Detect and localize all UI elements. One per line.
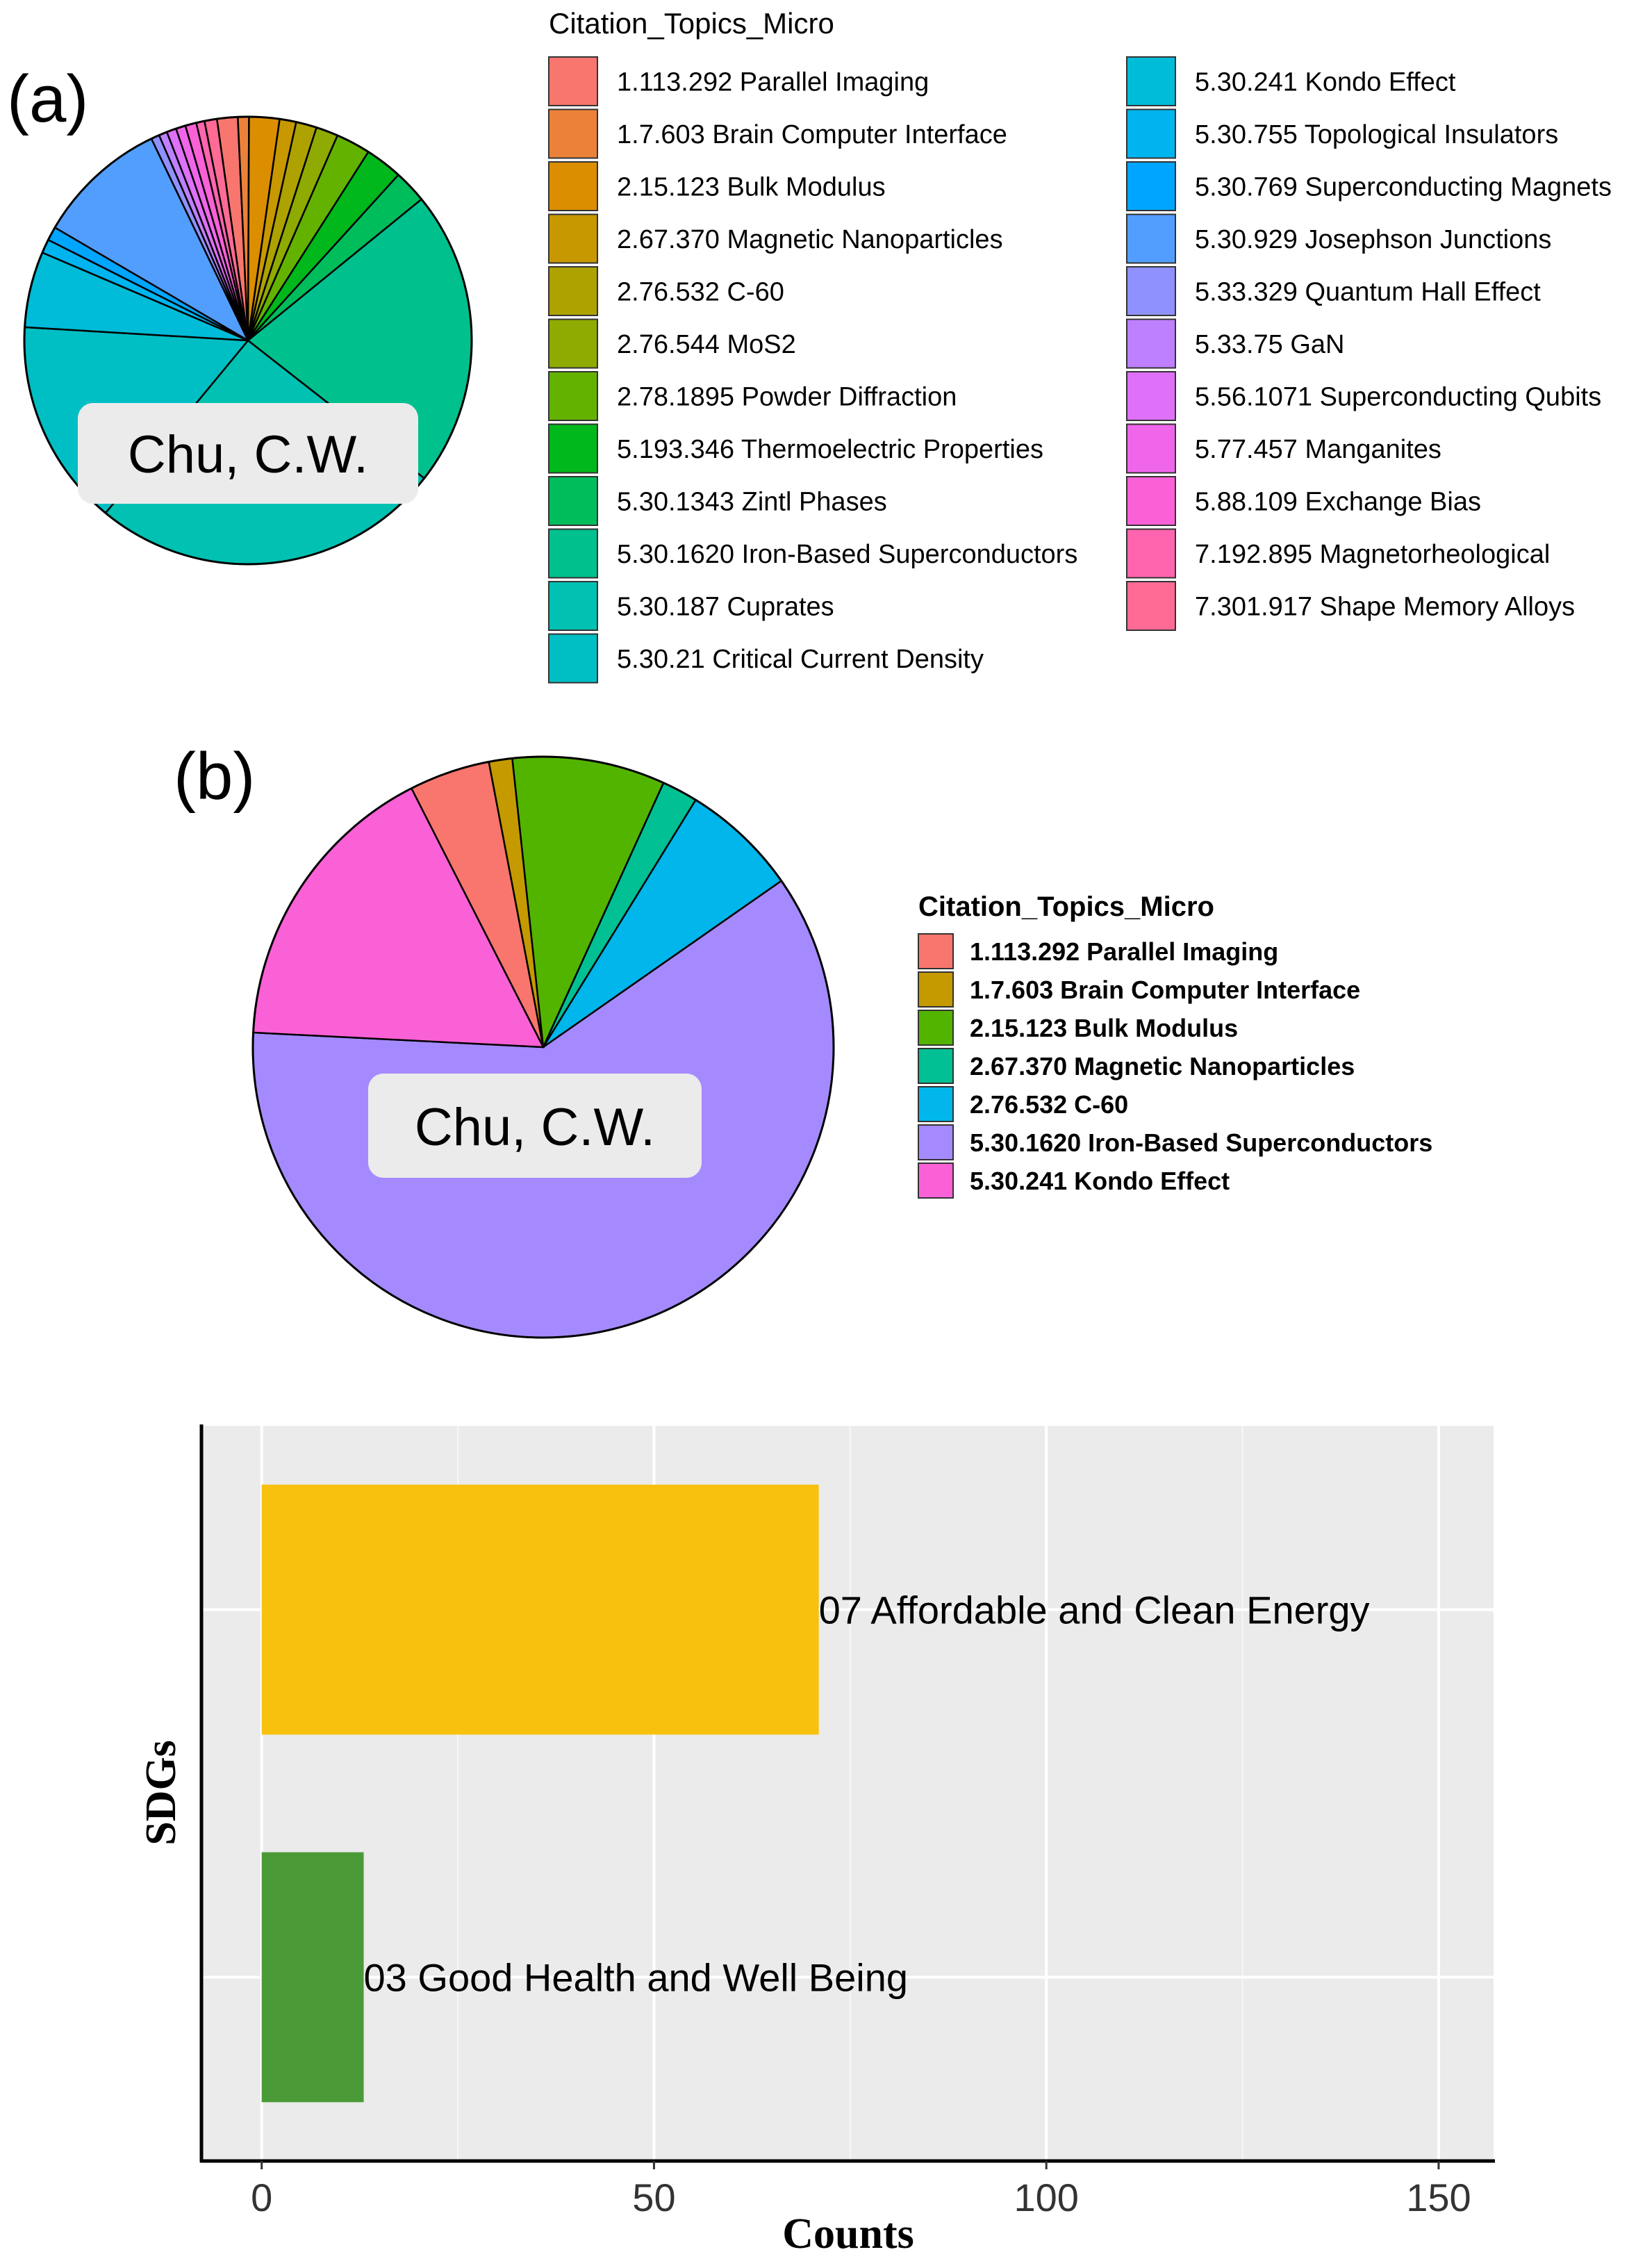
legend-a-label-5-30-1620-iron-based-superconductors: 5.30.1620 Iron-Based Superconductors xyxy=(617,540,1077,569)
x-ticks: 0 50 100 150 xyxy=(251,2161,1471,2219)
legend-a-label-2-76-532-c-60: 2.76.532 C-60 xyxy=(617,278,784,307)
legend-a-key-5-30-187-cuprates xyxy=(548,581,598,631)
legend-a-key-5-56-1071-superconducting-qubits xyxy=(1126,371,1176,421)
legend-a-label-5-30-929-josephson-junctions: 5.30.929 Josephson Junctions xyxy=(1195,225,1551,254)
legend-b-key-5-30-241-kondo-effect xyxy=(918,1162,954,1199)
legend-a-label-5-56-1071-superconducting-qubits: 5.56.1071 Superconducting Qubits xyxy=(1195,383,1601,412)
legend-a-key-1-113-292-parallel-imaging xyxy=(548,56,598,106)
legend-b-label-1-7-603-brain-computer-interface: 1.7.603 Brain Computer Interface xyxy=(970,976,1360,1004)
pie-a xyxy=(23,115,473,566)
legend-a-key-5-30-755-topological-insulators xyxy=(1126,108,1176,159)
legend-b-key-5-30-1620-iron-based-superconductors xyxy=(918,1124,954,1160)
pie-b-outline xyxy=(251,755,835,1339)
legend-b-key-1-7-603-brain-computer-interface xyxy=(918,971,954,1008)
pie-a-label-box xyxy=(78,403,418,504)
legend-a-label-5-30-755-topological-insulators: 5.30.755 Topological Insulators xyxy=(1195,120,1558,149)
legend-b-key-1-113-292-parallel-imaging xyxy=(918,933,954,969)
legend-a-label-5-30-241-kondo-effect: 5.30.241 Kondo Effect xyxy=(1195,68,1456,97)
legend-a-key-2-76-532-c-60 xyxy=(548,266,598,316)
legend-a-label-5-30-769-superconducting-magnets: 5.30.769 Superconducting Magnets xyxy=(1195,173,1612,202)
legend-a-label-7-192-895-magnetorheological: 7.192.895 Magnetorheological xyxy=(1195,540,1550,569)
legend-a-label-5-30-187-cuprates: 5.30.187 Cuprates xyxy=(617,593,834,622)
pie-b-label-box xyxy=(368,1074,702,1178)
x-tick-label: 150 xyxy=(1406,2176,1471,2219)
panel-a-label: (a) xyxy=(7,62,88,136)
x-axis-title: Counts xyxy=(782,2210,914,2258)
legend-a-label-2-15-123-bulk-modulus: 2.15.123 Bulk Modulus xyxy=(617,173,886,202)
legend-a-label-5-33-329-quantum-hall-effect: 5.33.329 Quantum Hall Effect xyxy=(1195,278,1541,307)
pie-b xyxy=(251,755,835,1339)
x-tick-label: 100 xyxy=(1014,2176,1078,2219)
legend-a-key-5-77-457-manganites xyxy=(1126,423,1176,474)
legend-b-title: Citation_Topics_Micro xyxy=(918,891,1214,922)
legend-a-key-5-33-329-quantum-hall-effect xyxy=(1126,266,1176,316)
legend-a-key-5-88-109-exchange-bias xyxy=(1126,476,1176,526)
legend-b-label-2-76-532-c-60: 2.76.532 C-60 xyxy=(970,1090,1128,1119)
legend-a-key-2-67-370-magnetic-nanoparticles xyxy=(548,213,598,264)
legend-a-label-5-88-109-exchange-bias: 5.88.109 Exchange Bias xyxy=(1195,488,1481,517)
legend-b-label-2-67-370-magnetic-nanoparticles: 2.67.370 Magnetic Nanoparticles xyxy=(970,1052,1355,1080)
legend-b-key-2-15-123-bulk-modulus xyxy=(918,1010,954,1046)
legend-a-key-7-301-917-shape-memory-alloys xyxy=(1126,581,1176,631)
legend-a-key-2-15-123-bulk-modulus xyxy=(548,161,598,211)
legend-a-key-7-192-895-magnetorheological xyxy=(1126,528,1176,579)
legend-a-key-2-78-1895-powder-diffraction xyxy=(548,371,598,421)
panel-b: (b) Chu, C.W. Citation_Topics_Micro 1.11… xyxy=(174,739,1432,1339)
legend-a-label-1-113-292-parallel-imaging: 1.113.292 Parallel Imaging xyxy=(617,68,929,97)
legend-a-key-2-76-544-mos2 xyxy=(548,318,598,369)
legend-b: 1.113.292 Parallel Imaging 1.7.603 Brain … xyxy=(918,933,1432,1199)
panel-b-label: (b) xyxy=(174,739,255,814)
legend-a-key-5-30-21-critical-current-density xyxy=(548,633,598,684)
legend-b-label-5-30-1620-iron-based-superconductors: 5.30.1620 Iron-Based Superconductors xyxy=(970,1128,1432,1157)
pie-b-author: Chu, C.W. xyxy=(415,1098,655,1157)
bar-label-07-affordable-and-clean-energy: 07 Affordable and Clean Energy xyxy=(819,1588,1370,1632)
panel-c: 07 Affordable and Clean Energy 03 Good He… xyxy=(138,1424,1495,2258)
legend-a-label-7-301-917-shape-memory-alloys: 7.301.917 Shape Memory Alloys xyxy=(1195,593,1575,622)
legend-a-key-5-30-1343-zintl-phases xyxy=(548,476,598,526)
legend-b-label-5-30-241-kondo-effect: 5.30.241 Kondo Effect xyxy=(970,1167,1230,1195)
legend-a-label-1-7-603-brain-computer-interface: 1.7.603 Brain Computer Interface xyxy=(617,120,1007,149)
pie-a-center-label: Chu, C.W. xyxy=(78,403,418,504)
legend-a-label-2-78-1895-powder-diffraction: 2.78.1895 Powder Diffraction xyxy=(617,383,957,412)
legend-a: 1.113.292 Parallel Imaging 1.7.603 Brain … xyxy=(548,56,1612,684)
legend-a-key-5-33-75-gan xyxy=(1126,318,1176,369)
legend-b-label-1-113-292-parallel-imaging: 1.113.292 Parallel Imaging xyxy=(970,937,1278,966)
y-axis-title: SDGs xyxy=(138,1740,185,1846)
bar-label-03-good-health-and-well-being: 03 Good Health and Well Being xyxy=(364,1956,908,2000)
legend-a-label-2-76-544-mos2: 2.76.544 MoS2 xyxy=(617,330,796,359)
x-tick-label: 50 xyxy=(632,2176,675,2219)
legend-b-label-2-15-123-bulk-modulus: 2.15.123 Bulk Modulus xyxy=(970,1014,1238,1042)
legend-a-label-5-30-21-critical-current-density: 5.30.21 Critical Current Density xyxy=(617,645,984,674)
bars: 07 Affordable and Clean Energy 03 Good He… xyxy=(261,1484,1370,2103)
legend-a-label-5-30-1343-zintl-phases: 5.30.1343 Zintl Phases xyxy=(617,488,887,517)
legend-a-key-5-30-929-josephson-junctions xyxy=(1126,213,1176,264)
x-tick-label: 0 xyxy=(251,2176,272,2219)
pie-b-center-label: Chu, C.W. xyxy=(368,1074,702,1178)
pie-a-outline xyxy=(23,115,473,566)
bar-07-affordable-and-clean-energy xyxy=(261,1484,819,1735)
legend-a-label-5-77-457-manganites: 5.77.457 Manganites xyxy=(1195,435,1441,464)
legend-a-label-2-67-370-magnetic-nanoparticles: 2.67.370 Magnetic Nanoparticles xyxy=(617,225,1003,254)
legend-a-key-1-7-603-brain-computer-interface xyxy=(548,108,598,159)
legend-a-key-5-30-241-kondo-effect xyxy=(1126,56,1176,106)
panel-a: (a) Chu, C.W. Citation_Topics_Micro 1.11… xyxy=(7,7,1612,684)
legend-a-label-5-193-346-thermoelectric-properties: 5.193.346 Thermoelectric Properties xyxy=(617,435,1043,464)
legend-a-key-5-193-346-thermoelectric-properties xyxy=(548,423,598,474)
legend-a-key-5-30-769-superconducting-magnets xyxy=(1126,161,1176,211)
legend-a-label-5-33-75-gan: 5.33.75 GaN xyxy=(1195,330,1344,359)
pie-a-author: Chu, C.W. xyxy=(128,425,368,484)
legend-a-title: Citation_Topics_Micro xyxy=(549,7,834,40)
legend-b-key-2-76-532-c-60 xyxy=(918,1086,954,1122)
legend-a-key-5-30-1620-iron-based-superconductors xyxy=(548,528,598,579)
legend-b-key-2-67-370-magnetic-nanoparticles xyxy=(918,1048,954,1084)
bar-03-good-health-and-well-being xyxy=(261,1852,364,2103)
